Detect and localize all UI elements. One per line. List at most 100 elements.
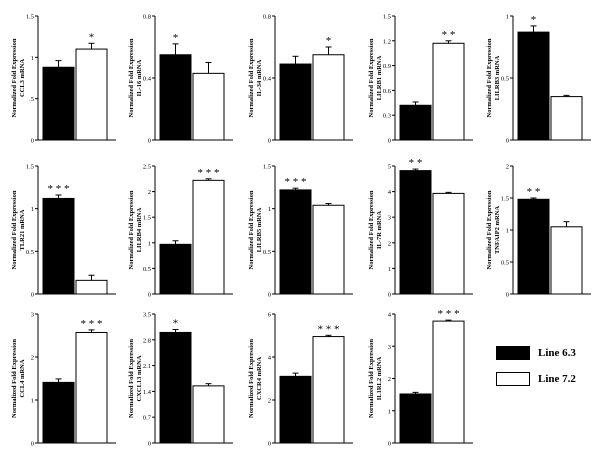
bar-line72	[75, 331, 108, 444]
chart-panel-8: 0 0.5 1 1.5 Normalized Fold ExpressionLILRB5…	[248, 164, 353, 299]
chart-panel-3: 0 0.4 0.8 Normalized Fold ExpressionIL-34 m…	[248, 14, 353, 145]
bar-line72	[192, 179, 225, 295]
y-tick-label: 2	[148, 189, 151, 196]
y-axis-label-line: Normalized Fold Expression	[486, 38, 493, 117]
y-tick-label: 3	[388, 215, 391, 222]
y-tick-label: 4	[388, 312, 392, 319]
significance-marker: *	[173, 32, 179, 44]
y-axis-label-line: CCL4 mRNA	[19, 359, 26, 397]
y-axis-label-line: TLR21 mRNA	[19, 209, 26, 250]
y-axis-label-line: Normalized Fold Expression	[368, 38, 375, 117]
y-axis-label-line: LILRB1 mRNA	[376, 55, 383, 100]
significance-marker: *	[173, 317, 179, 329]
y-tick-label: 0	[506, 138, 509, 145]
bar-line72	[550, 96, 583, 141]
y-tick-label: 1	[31, 55, 34, 62]
significance-marker: * *	[527, 186, 541, 198]
y-axis-label-line: CCL3 mRNA	[19, 59, 26, 97]
y-axis-label: Normalized Fold ExpressionCXCR4 mRNA	[248, 339, 263, 418]
significance-marker: *	[326, 35, 332, 47]
y-axis-label-line: LILRB5 mRNA	[256, 207, 263, 252]
y-axis-label: Normalized Fold ExpressionLILRB5 mRNA	[248, 190, 263, 269]
y-tick-label: 0.5	[501, 76, 509, 83]
bar-line72	[432, 320, 465, 444]
bar-line63	[159, 331, 192, 444]
y-axis-label: Normalized Fold ExpressionIL1RL2 mRNA	[368, 339, 383, 418]
y-axis-label-line: Normalized Fold Expression	[248, 190, 255, 269]
y-axis-label-line: IL-16 mRNA	[136, 59, 143, 96]
y-tick-label: 1.2	[383, 38, 391, 45]
y-tick-label: 2	[388, 240, 391, 247]
y-axis-label-line: Normalized Fold Expression	[11, 38, 18, 117]
chart-panel-4: 0 0.3 0.6 0.9 1.2 1.5 Normalized Fold Expressi…	[368, 14, 473, 145]
y-tick-label: 0.7	[143, 415, 152, 422]
y-tick-label: 1	[31, 206, 34, 213]
legend-item-line63: Line 6.3	[496, 344, 596, 362]
chart-panel-1: 0 .5 1 1.5 Normalized Fold ExpressionCCL3 mR…	[11, 14, 116, 145]
y-axis-label-line: LILRB3 mRNA	[494, 55, 501, 100]
bar-line63	[42, 381, 75, 444]
bar-line72	[192, 385, 225, 444]
y-tick-label: 3.5	[143, 312, 151, 319]
y-tick-label: 0.3	[383, 113, 391, 120]
y-axis-label: Normalized Fold ExpressionCCL4 mRNA	[11, 339, 26, 418]
y-axis-label-line: IL1RL2 mRNA	[376, 356, 383, 400]
bar-line72	[192, 72, 225, 141]
y-axis-label: Normalized Fold ExpressionTLR21 mRNA	[11, 190, 26, 269]
significance-marker: * * *	[438, 308, 460, 320]
y-tick-label: 4	[268, 355, 272, 362]
significance-marker: *	[531, 14, 537, 26]
legend-item-line72: Line 7.2	[496, 370, 596, 388]
y-tick-label: 0	[148, 292, 151, 299]
y-tick-label: 0	[268, 441, 271, 448]
bar-line63	[399, 393, 432, 444]
y-axis-label-line: Normalized Fold Expression	[128, 339, 135, 418]
significance-marker: * * *	[198, 167, 220, 179]
bar-line63	[42, 66, 75, 141]
y-axis-label-line: Normalized Fold Expression	[368, 190, 375, 269]
y-axis-label: Normalized Fold ExpressionIL-16 mRNA	[128, 38, 143, 117]
bar-line72	[432, 192, 465, 295]
y-tick-label: 0.5	[26, 249, 34, 256]
chart-panel-14: 0 1 2 3 4 Normalized Fold ExpressionIL1RL2 mR…	[368, 308, 473, 448]
significance-marker: * *	[409, 157, 423, 169]
y-axis-label: Normalized Fold ExpressionIL-34 mRNA	[248, 38, 263, 117]
y-tick-label: 2	[506, 164, 509, 171]
significance-marker: * * *	[318, 323, 340, 335]
bar-line63	[42, 197, 75, 295]
y-axis-label: Normalized Fold ExpressionIL-7R mRNA	[368, 190, 383, 269]
y-tick-label: 3	[31, 312, 34, 319]
y-tick-label: 5	[388, 164, 391, 171]
y-axis-label-line: TNFAIP2 mRNA	[494, 206, 501, 254]
y-axis-label-line: Normalized Fold Expression	[248, 38, 255, 117]
bar-line63	[517, 198, 550, 295]
y-axis-label-line: IL-7R mRNA	[376, 211, 383, 249]
chart-panel-5: 0 0.5 1 Normalized Fold ExpressionLILRB3 mR…	[486, 14, 591, 145]
y-axis-label-line: Normalized Fold Expression	[248, 339, 255, 418]
bar-line63	[159, 54, 192, 141]
y-axis-label: Normalized Fold ExpressionLILRB4 mRNA	[128, 190, 143, 269]
y-tick-label: 0.5	[501, 260, 509, 267]
y-axis-label: Normalized Fold ExpressionTNFAIP2 mRNA	[486, 190, 501, 269]
y-tick-label: 2	[268, 398, 271, 405]
chart-panel-13: 0 2 4 6 Normalized Fold ExpressionCXCR4 mRNA…	[248, 312, 353, 448]
bar-line63	[399, 104, 432, 141]
chart-panel-9: 0 1 2 3 4 5 Normalized Fold ExpressionIL-7R mR…	[368, 157, 473, 299]
legend-label-line63: Line 6.3	[538, 347, 576, 359]
y-axis-label-line: Normalized Fold Expression	[11, 339, 18, 418]
y-axis-label-line: CXCL13 mRNA	[136, 355, 143, 401]
y-tick-label: 3	[388, 344, 391, 351]
y-axis-label-line: Normalized Fold Expression	[128, 38, 135, 117]
y-axis-label-line: LILRB4 mRNA	[136, 207, 143, 252]
y-tick-label: 0.5	[143, 266, 151, 273]
y-axis-label-line: Normalized Fold Expression	[486, 190, 493, 269]
y-axis-label-line: Normalized Fold Expression	[128, 190, 135, 269]
y-tick-label: 0	[506, 292, 509, 299]
legend-swatch-line63	[496, 346, 530, 360]
legend: Line 6.3 Line 7.2	[496, 344, 596, 396]
bar-line72	[75, 279, 108, 295]
y-axis-label-line: CXCR4 mRNA	[256, 357, 263, 400]
chart-panel-2: 0 0.4 0.8 Normalized Fold ExpressionIL-16 m…	[128, 14, 233, 145]
y-tick-label: 0.8	[263, 14, 271, 21]
